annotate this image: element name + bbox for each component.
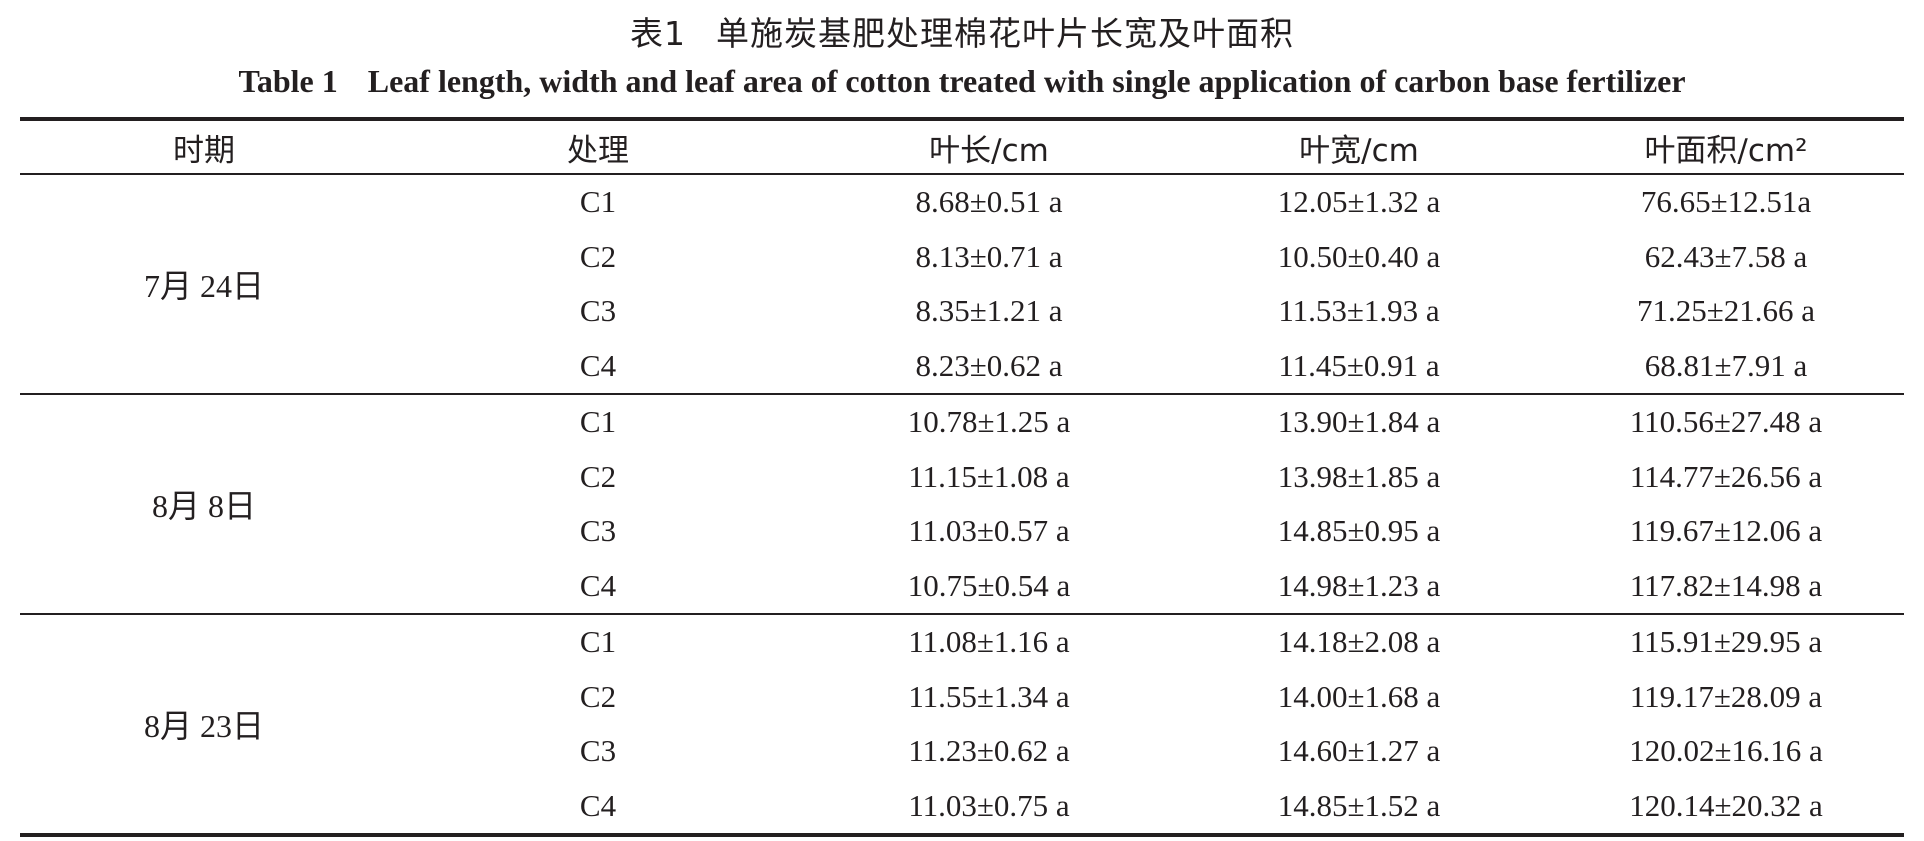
leaf-length-cell: 8.35±1.21 a: [915, 293, 1063, 329]
leaf-length-cell: 11.15±1.08 a: [908, 458, 1070, 494]
leaf-width-cell: 11.45±0.91 a: [1278, 347, 1440, 383]
header-period: 时期: [173, 132, 235, 169]
treatment-cell: C1: [579, 184, 617, 220]
leaf-length-cell: 10.75±0.54 a: [907, 567, 1071, 603]
data-table: 时期 处理 叶长/cm 叶宽/cm 叶面积/cm² 7月 24日 C1 8.68…: [20, 117, 1904, 837]
leaf-width-cell: 14.85±0.95 a: [1277, 513, 1441, 549]
leaf-area-cell: 110.56±27.48 a: [1629, 404, 1823, 440]
table-row: C3 8.35±1.21 a 11.53±1.93 a 71.25±21.66 …: [20, 284, 1904, 339]
leaf-length-cell: 11.23±0.62 a: [908, 733, 1070, 769]
table-row: 8月 23日 C1 11.08±1.16 a 14.18±2.08 a 115.…: [20, 614, 1904, 744]
period-group: 8月 8日 C1 10.78±1.25 a 13.90±1.84 a 110.5…: [20, 394, 1904, 614]
leaf-length-cell: 11.08±1.16 a: [908, 624, 1070, 660]
treatment-cell: C2: [579, 458, 617, 494]
table-row: C4 11.03±0.75 a 14.85±1.52 a 120.14±20.3…: [20, 779, 1904, 836]
leaf-area-cell: 76.65±12.51a: [1640, 184, 1812, 220]
table-row: 7月 24日 C1 8.68±0.51 a 12.05±1.32 a 76.65…: [20, 174, 1904, 304]
leaf-area-cell: 115.91±29.95 a: [1629, 624, 1823, 660]
period-cell: 7月 24日: [143, 268, 264, 304]
table-row: C3 11.23±0.62 a 14.60±1.27 a 120.02±16.1…: [20, 724, 1904, 779]
leaf-width-cell: 12.05±1.32 a: [1277, 184, 1441, 220]
header-leaf-area: 叶面积/cm²: [1644, 132, 1808, 169]
treatment-cell: C3: [579, 733, 617, 769]
leaf-length-cell: 11.03±0.75 a: [908, 787, 1070, 823]
leaf-length-cell: 8.13±0.71 a: [915, 238, 1063, 274]
leaf-area-cell: 120.14±20.32 a: [1629, 787, 1823, 823]
treatment-cell: C2: [579, 238, 617, 274]
leaf-length-cell: 11.55±1.34 a: [908, 678, 1070, 714]
leaf-width-cell: 14.98±1.23 a: [1277, 567, 1441, 603]
table-row: C2 11.15±1.08 a 13.98±1.85 a 114.77±26.5…: [20, 450, 1904, 505]
table-row: C2 8.13±0.71 a 10.50±0.40 a 62.43±7.58 a: [20, 230, 1904, 285]
treatment-cell: C1: [579, 624, 617, 660]
header-row: 时期 处理 叶长/cm 叶宽/cm 叶面积/cm²: [20, 119, 1904, 174]
table-row: C2 11.55±1.34 a 14.00±1.68 a 119.17±28.0…: [20, 670, 1904, 725]
table-title-en: Leaf length, width and leaf area of cott…: [367, 63, 1686, 99]
leaf-width-cell: 13.90±1.84 a: [1277, 404, 1441, 440]
treatment-cell: C3: [579, 513, 617, 549]
table-number-cn: 表1: [630, 14, 686, 53]
treatment-cell: C3: [579, 293, 617, 329]
table-caption-en: Table 1 Leaf length, width and leaf area …: [0, 58, 1924, 104]
treatment-cell: C1: [579, 404, 617, 440]
treatment-cell: C4: [579, 567, 617, 603]
period-cell: 8月 23日: [143, 708, 264, 744]
leaf-length-cell: 11.03±0.57 a: [908, 513, 1070, 549]
leaf-width-cell: 14.00±1.68 a: [1277, 678, 1441, 714]
leaf-width-cell: 11.53±1.93 a: [1278, 293, 1440, 329]
leaf-width-cell: 14.60±1.27 a: [1277, 733, 1441, 769]
leaf-area-cell: 68.81±7.91 a: [1644, 347, 1808, 383]
leaf-area-cell: 117.82±14.98 a: [1629, 567, 1823, 603]
leaf-area-cell: 71.25±21.66 a: [1636, 293, 1816, 329]
leaf-area-cell: 119.67±12.06 a: [1629, 513, 1823, 549]
period-group: 8月 23日 C1 11.08±1.16 a 14.18±2.08 a 115.…: [20, 614, 1904, 835]
header-treatment: 处理: [567, 132, 629, 169]
leaf-area-cell: 120.02±16.16 a: [1629, 733, 1823, 769]
leaf-area-cell: 114.77±26.56 a: [1629, 458, 1823, 494]
treatment-cell: C4: [579, 787, 617, 823]
table-title-cn: 单施炭基肥处理棉花叶片长宽及叶面积: [716, 14, 1294, 53]
leaf-length-cell: 8.68±0.51 a: [915, 184, 1063, 220]
table-caption-cn: 表1 单施炭基肥处理棉花叶片长宽及叶面积: [0, 10, 1924, 58]
leaf-width-cell: 14.18±2.08 a: [1277, 624, 1441, 660]
leaf-area-cell: 62.43±7.58 a: [1644, 238, 1808, 274]
header-leaf-width: 叶宽/cm: [1299, 132, 1419, 169]
treatment-cell: C4: [579, 347, 617, 383]
leaf-width-cell: 10.50±0.40 a: [1277, 238, 1441, 274]
leaf-width-cell: 14.85±1.52 a: [1277, 787, 1441, 823]
leaf-area-cell: 119.17±28.09 a: [1629, 678, 1823, 714]
period-group: 7月 24日 C1 8.68±0.51 a 12.05±1.32 a 76.65…: [20, 174, 1904, 394]
table-row: C4 10.75±0.54 a 14.98±1.23 a 117.82±14.9…: [20, 559, 1904, 615]
period-cell: 8月 8日: [151, 488, 256, 524]
header-leaf-length: 叶长/cm: [929, 132, 1049, 169]
leaf-length-cell: 8.23±0.62 a: [915, 347, 1063, 383]
leaf-length-cell: 10.78±1.25 a: [907, 404, 1071, 440]
table-row: C3 11.03±0.57 a 14.85±0.95 a 119.67±12.0…: [20, 504, 1904, 559]
leaf-width-cell: 13.98±1.85 a: [1277, 458, 1441, 494]
table-row: 8月 8日 C1 10.78±1.25 a 13.90±1.84 a 110.5…: [20, 394, 1904, 524]
treatment-cell: C2: [579, 678, 617, 714]
table-number-en: Table 1: [238, 63, 338, 99]
table-row: C4 8.23±0.62 a 11.45±0.91 a 68.81±7.91 a: [20, 339, 1904, 395]
